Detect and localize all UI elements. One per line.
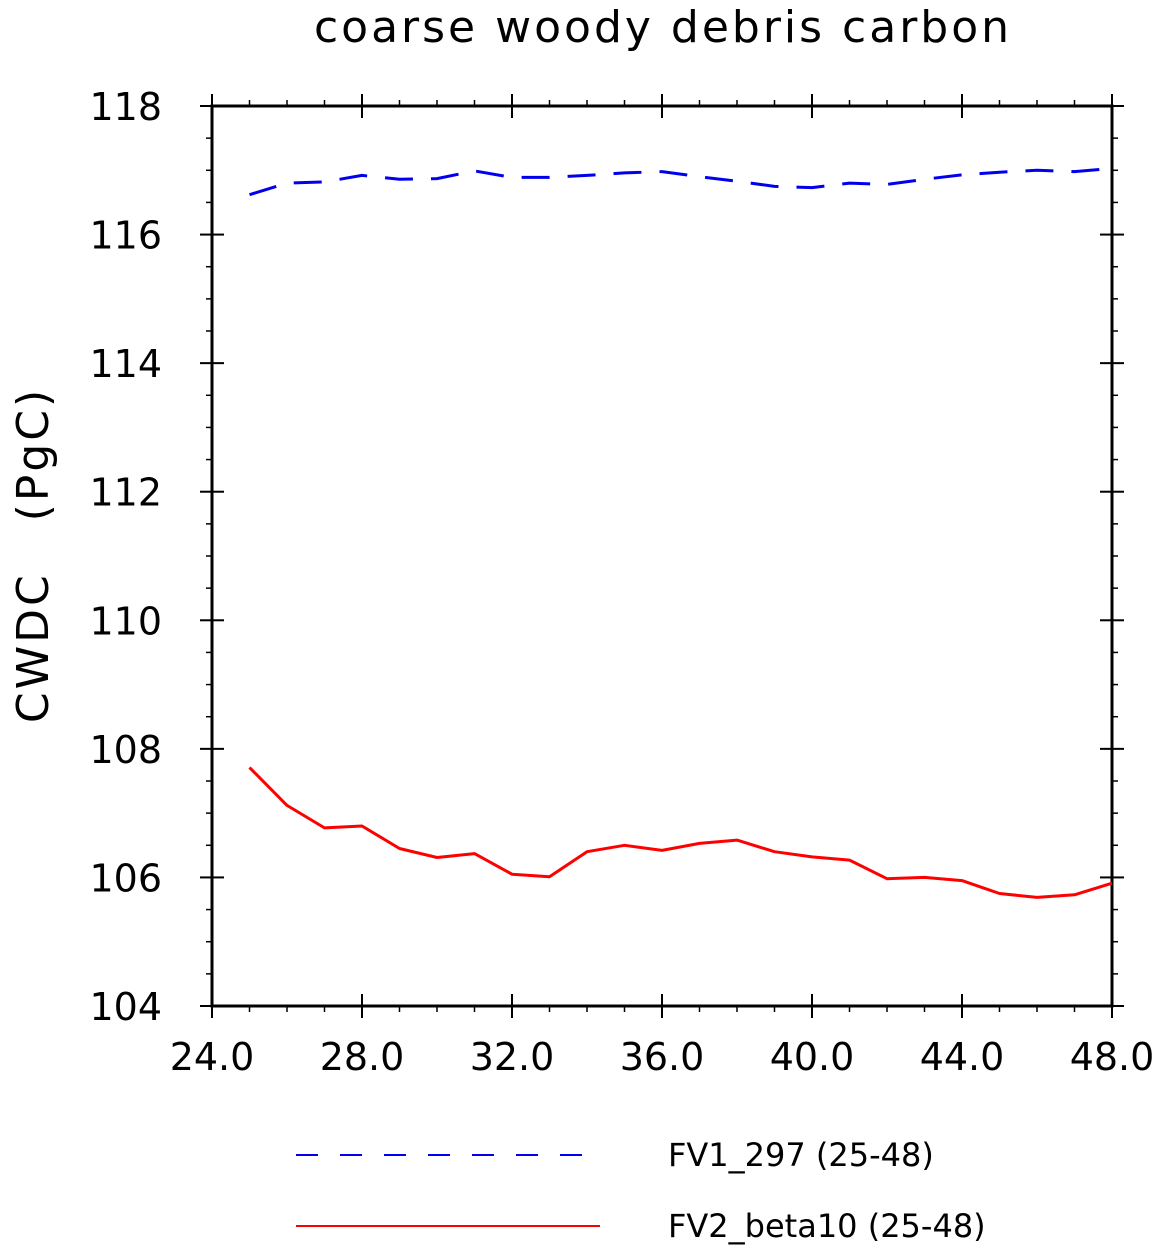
legend-label-2: FV2_beta10 (25-48) [668, 1207, 986, 1245]
chart-title: coarse woody debris carbon [314, 2, 1012, 53]
x-tick-label: 44.0 [920, 1035, 1005, 1079]
series-line-2 [248, 766, 1113, 899]
x-tick-label: 32.0 [470, 1035, 555, 1079]
legend-label-1: FV1_297 (25-48) [668, 1136, 934, 1174]
plot-frame [210, 104, 1114, 1008]
plot-axes: 24.0 28.0 32.0 36.0 40.0 44.0 48.0 104 106 108 110… [89, 85, 1154, 1079]
y-tick-label: 116 [89, 214, 162, 258]
x-tick-label: 48.0 [1070, 1035, 1155, 1079]
y-axis-label: CWDC (PgC) [8, 387, 59, 723]
x-tick-label: 28.0 [320, 1035, 405, 1079]
x-tick-label: 24.0 [170, 1035, 255, 1079]
legend: FV1_297 (25-48) FV2_beta10 (25-48) [296, 1136, 986, 1245]
y-tick-label: 108 [89, 728, 162, 772]
series-layer [248, 166, 1113, 899]
y-tick-label: 118 [89, 85, 162, 129]
x-tick-label: 36.0 [620, 1035, 705, 1079]
y-tick-label: 104 [89, 985, 162, 1029]
y-tick-label: 114 [89, 342, 162, 386]
x-tick-label: 40.0 [770, 1035, 855, 1079]
series-line-1 [249, 166, 1113, 197]
y-tick-label: 110 [89, 599, 162, 643]
y-tick-label: 106 [89, 856, 162, 900]
y-tick-label: 112 [89, 471, 162, 515]
